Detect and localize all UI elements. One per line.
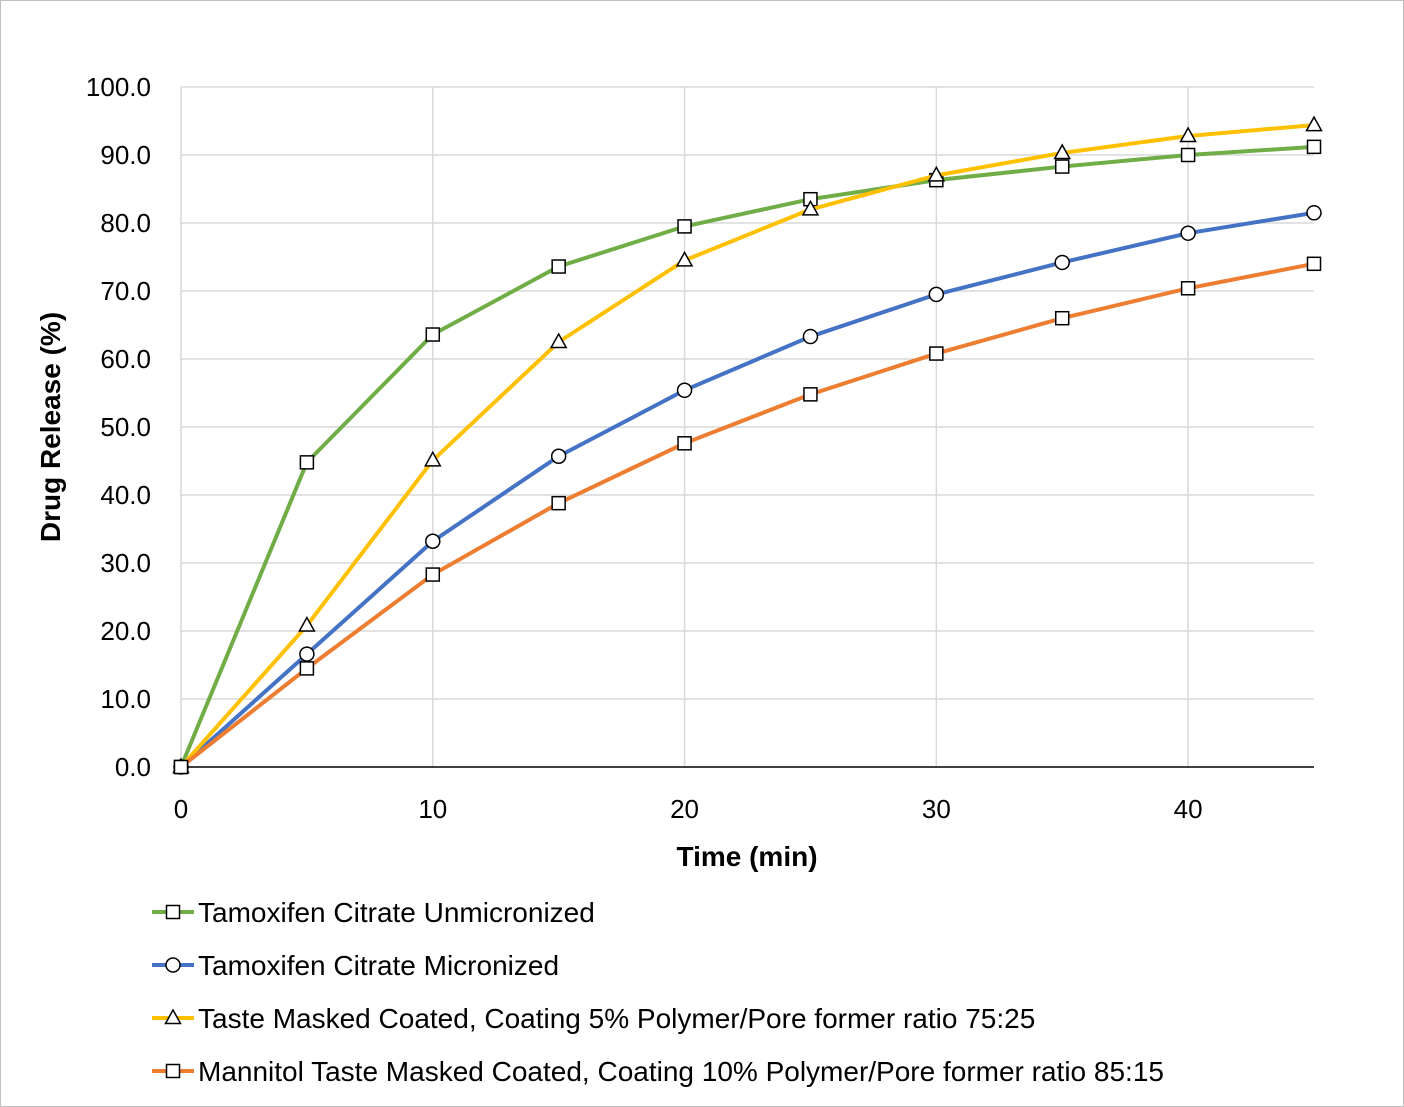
data-point bbox=[676, 382, 693, 399]
data-point bbox=[1054, 159, 1070, 174]
data-point bbox=[299, 646, 315, 662]
legend-marker bbox=[165, 957, 181, 973]
data-point bbox=[675, 250, 694, 267]
data-point bbox=[298, 616, 316, 632]
data-series bbox=[172, 115, 1323, 775]
legend-item: Taste Masked Coated, Coating 5% Polymer/… bbox=[152, 1003, 1035, 1034]
data-point bbox=[549, 332, 568, 349]
grid-lines bbox=[181, 86, 1314, 767]
legend-label: Mannitol Taste Masked Coated, Coating 10… bbox=[198, 1056, 1164, 1087]
x-tick-label: 0 bbox=[174, 794, 188, 824]
series-3 bbox=[172, 115, 1323, 774]
data-point bbox=[425, 533, 441, 549]
legend-marker bbox=[164, 1008, 182, 1025]
x-tick-label: 30 bbox=[922, 794, 951, 824]
y-tick-label: 80.0 bbox=[100, 208, 151, 238]
data-point bbox=[1180, 225, 1196, 241]
y-tick-label: 100.0 bbox=[86, 72, 151, 102]
series-line bbox=[179, 210, 1315, 769]
data-point bbox=[1180, 281, 1196, 296]
legend-item: Mannitol Taste Masked Coated, Coating 10… bbox=[152, 1056, 1164, 1087]
y-axis-tick-labels: 0.0 10.0 20.0 30.0 40.0 50.0 60.0 70.0 80.0 90.0 1… bbox=[86, 72, 151, 782]
y-tick-label: 20.0 bbox=[100, 616, 151, 646]
data-point bbox=[551, 259, 566, 274]
data-point bbox=[299, 455, 315, 470]
data-point bbox=[1306, 256, 1322, 272]
data-point bbox=[173, 759, 189, 775]
series-2 bbox=[173, 205, 1322, 775]
y-tick-label: 70.0 bbox=[100, 276, 151, 306]
legend-label: Taste Masked Coated, Coating 5% Polymer/… bbox=[198, 1003, 1035, 1034]
data-point bbox=[425, 327, 441, 342]
data-point bbox=[803, 387, 818, 402]
x-axis-title: Time (min) bbox=[676, 841, 817, 872]
data-point bbox=[424, 450, 442, 467]
data-point bbox=[425, 567, 441, 582]
data-point bbox=[929, 346, 944, 361]
data-point bbox=[802, 328, 819, 345]
x-axis-tick-labels: 0 10 20 30 40 bbox=[174, 794, 1203, 824]
data-point bbox=[299, 661, 315, 676]
data-point bbox=[1179, 126, 1197, 143]
data-point bbox=[1054, 254, 1070, 271]
y-tick-label: 0.0 bbox=[115, 752, 151, 782]
data-point bbox=[550, 448, 567, 464]
data-point bbox=[1053, 143, 1071, 160]
x-tick-label: 20 bbox=[670, 794, 699, 824]
legend-marker bbox=[165, 1063, 181, 1079]
data-point bbox=[801, 199, 820, 216]
y-axis-title: Drug Release (%) bbox=[35, 312, 66, 542]
x-tick-label: 40 bbox=[1174, 794, 1203, 824]
x-tick-label: 10 bbox=[418, 794, 447, 824]
y-tick-label: 10.0 bbox=[100, 684, 151, 714]
legend-marker bbox=[165, 904, 181, 920]
data-point bbox=[1306, 205, 1322, 221]
series-line bbox=[179, 123, 1315, 769]
data-point bbox=[1180, 147, 1196, 163]
y-tick-label: 90.0 bbox=[100, 140, 151, 170]
y-tick-label: 30.0 bbox=[100, 548, 151, 578]
series-line bbox=[179, 261, 1315, 769]
legend-label: Tamoxifen Citrate Micronized bbox=[198, 950, 559, 981]
y-tick-label: 50.0 bbox=[100, 412, 151, 442]
legend-item: Tamoxifen Citrate Micronized bbox=[152, 950, 559, 981]
data-point bbox=[1306, 139, 1322, 155]
data-point bbox=[1054, 310, 1070, 326]
series-4 bbox=[173, 256, 1322, 775]
data-point bbox=[928, 286, 945, 303]
legend-label: Tamoxifen Citrate Unmicronized bbox=[198, 897, 595, 928]
legend-item: Tamoxifen Citrate Unmicronized bbox=[152, 897, 595, 928]
y-tick-label: 40.0 bbox=[100, 480, 151, 510]
data-point bbox=[927, 165, 946, 182]
series-line bbox=[179, 144, 1315, 768]
axes bbox=[180, 87, 1314, 768]
data-point bbox=[1305, 115, 1323, 132]
data-point bbox=[551, 495, 566, 511]
data-point bbox=[677, 436, 692, 451]
y-tick-label: 60.0 bbox=[100, 344, 151, 374]
legend: Tamoxifen Citrate Unmicronized Tamoxifen … bbox=[152, 897, 1164, 1087]
data-point bbox=[677, 219, 692, 234]
